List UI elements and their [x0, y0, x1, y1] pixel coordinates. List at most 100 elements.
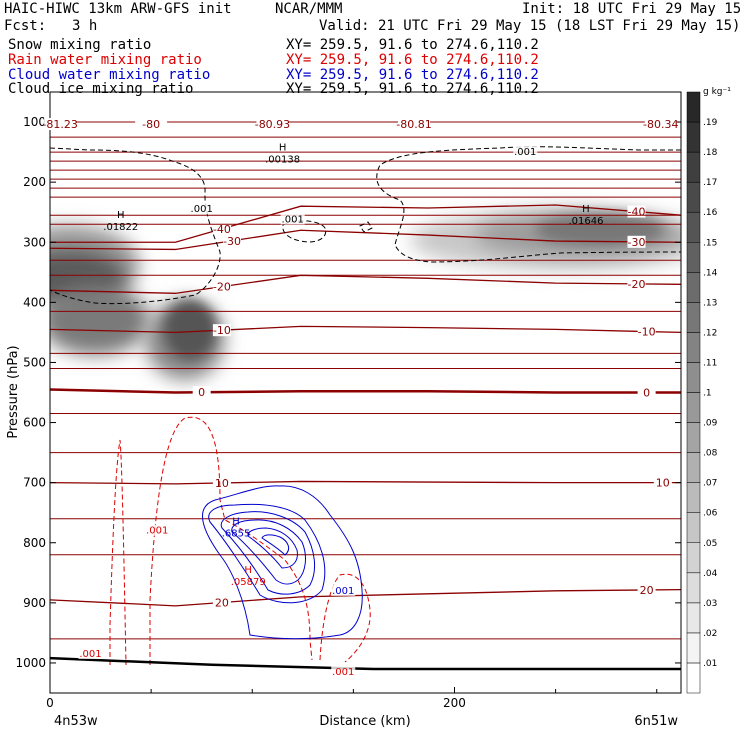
contour-label: .001 — [332, 586, 354, 597]
colorbar-label: .17 — [703, 178, 717, 188]
temperature-label-bg — [212, 476, 231, 489]
colorbar-label: .19 — [703, 118, 718, 128]
y-tick-label-700: 700 — [23, 476, 46, 490]
cloudwater-contour-6 — [261, 534, 290, 556]
temperature-contour--40 — [50, 204, 681, 243]
colorbar-swatch — [686, 422, 701, 453]
temperature-label--10: -10 — [638, 326, 656, 339]
cloudwater-contour-outer — [202, 485, 363, 640]
cloudwater-contour-4 — [231, 519, 306, 585]
cloudwater-contour-5 — [247, 527, 298, 569]
temperature-label-bg — [212, 596, 231, 609]
top-label: -80.34 — [643, 118, 678, 131]
colorbar-swatch — [686, 572, 701, 604]
terrain-line — [49, 656, 681, 671]
field-rain-xy: XY= 259.5, 91.6 to 274.6,110.2 — [286, 52, 539, 68]
top-label: -81.23 — [42, 118, 77, 131]
cloudwater-contour — [202, 485, 363, 640]
rain-contour-mid — [149, 416, 313, 665]
colorbar-label: .06 — [703, 509, 718, 519]
colorbar-label: .07 — [703, 479, 717, 489]
temperature-label-bg — [212, 324, 231, 337]
colorbar-label: .09 — [703, 419, 718, 429]
colorbar-swatch — [686, 452, 701, 483]
x-axis-title: Distance (km) — [319, 714, 410, 729]
colorbar-label: .04 — [703, 569, 718, 579]
top-label-bg — [256, 118, 289, 131]
header-fcst-label: Fcst: — [4, 18, 47, 34]
contour-label: .001 — [79, 649, 101, 660]
temperature-contour-20 — [50, 588, 681, 607]
temperature-contour--30 — [50, 229, 681, 251]
maximum-label: .01646 — [568, 216, 603, 227]
colorbar-label: .11 — [703, 358, 717, 368]
colorbar-label: .14 — [703, 268, 718, 278]
snow-blob-west-deep — [164, 300, 216, 360]
temperature-label--40: -40 — [213, 223, 231, 236]
colorbar-label: .05 — [703, 539, 717, 549]
temperature-label-bg — [637, 583, 656, 596]
y-axis-title: Pressure (hPa) — [6, 345, 21, 438]
maximum-label: .05879 — [231, 577, 266, 588]
contour-label-bg — [78, 647, 103, 659]
y-tick-label-900: 900 — [23, 596, 46, 610]
temperature-label--40: -40 — [628, 206, 646, 219]
x-tick-label-0: 0 — [46, 696, 54, 710]
colorbar-unit: g kg⁻¹ — [703, 87, 731, 97]
maximum-marker: H — [582, 204, 590, 215]
colorbar-swatch — [686, 181, 701, 213]
temperature-label--30: -30 — [223, 235, 241, 248]
top-label: -80.81 — [396, 118, 431, 131]
field-ice-xy: XY= 259.5, 91.6 to 274.6,110.2 — [286, 81, 539, 97]
corner-right-label: 6n51w — [634, 714, 678, 729]
colorbar-label: .13 — [703, 298, 717, 308]
maximum-label: .00138 — [265, 154, 300, 165]
field-ice-name: Cloud ice mixing ratio — [8, 81, 194, 97]
corner-left-label: 4n53w — [54, 714, 98, 729]
temperature-label-10: 10 — [656, 477, 670, 490]
top-label: -80.93 — [255, 118, 290, 131]
colorbar-swatch — [686, 482, 701, 513]
y-tick-label-1000: 1000 — [15, 656, 46, 670]
temperature-label-bg — [637, 325, 656, 338]
temperature-label-20: 20 — [640, 584, 654, 597]
y-tick-label-800: 800 — [23, 536, 46, 550]
y-tick-label-600: 600 — [23, 416, 46, 430]
colorbar-label: .1 — [703, 389, 712, 399]
maximum-label: .6855 — [222, 529, 251, 540]
upper-level-contours — [50, 121, 681, 640]
maximum-marker: H — [232, 517, 240, 528]
y-tick-label-100: 100 — [23, 115, 46, 129]
header-fcst-value: 3 h — [72, 18, 98, 34]
colorbar-swatch — [686, 362, 701, 393]
temperature-label-bg — [192, 386, 211, 399]
contour-label: .001 — [514, 147, 536, 158]
header-org: NCAR/MMM — [275, 1, 343, 17]
rain-contour — [109, 416, 371, 666]
terrain-surface — [49, 656, 681, 671]
top-label: -80 — [142, 118, 160, 131]
colorbar-swatch — [686, 512, 701, 544]
maximum-marker: H — [244, 565, 252, 576]
colorbar-label: .15 — [703, 238, 717, 248]
temperature-contour--20 — [50, 274, 681, 294]
contour-label-bg — [280, 213, 305, 225]
temperature-contour--10 — [50, 325, 681, 334]
temperature-label--30: -30 — [628, 236, 646, 249]
colorbar-swatch — [686, 662, 701, 694]
contour-label-bg — [331, 584, 356, 596]
maximum-marker: H — [117, 210, 125, 221]
colorbar-swatch — [686, 392, 701, 423]
ice-contour-east — [376, 146, 681, 263]
contour-label: .001 — [191, 204, 213, 215]
x-axis-ticks: 0 200 — [46, 687, 658, 710]
colorbar-label: .03 — [703, 599, 717, 609]
contour-labels: -81.23 -80 -80.93 -80.81 -80.34H.01822H.0164… — [42, 118, 678, 678]
colorbar-label: .16 — [703, 208, 718, 218]
cloudwater-contour-2 — [208, 503, 326, 604]
colorbar-label: .12 — [703, 328, 717, 338]
top-label-bg — [135, 118, 168, 131]
temperature-label-0: 0 — [198, 386, 205, 399]
maximum-label: .01822 — [103, 222, 138, 233]
temperature-label-bg — [637, 386, 656, 399]
